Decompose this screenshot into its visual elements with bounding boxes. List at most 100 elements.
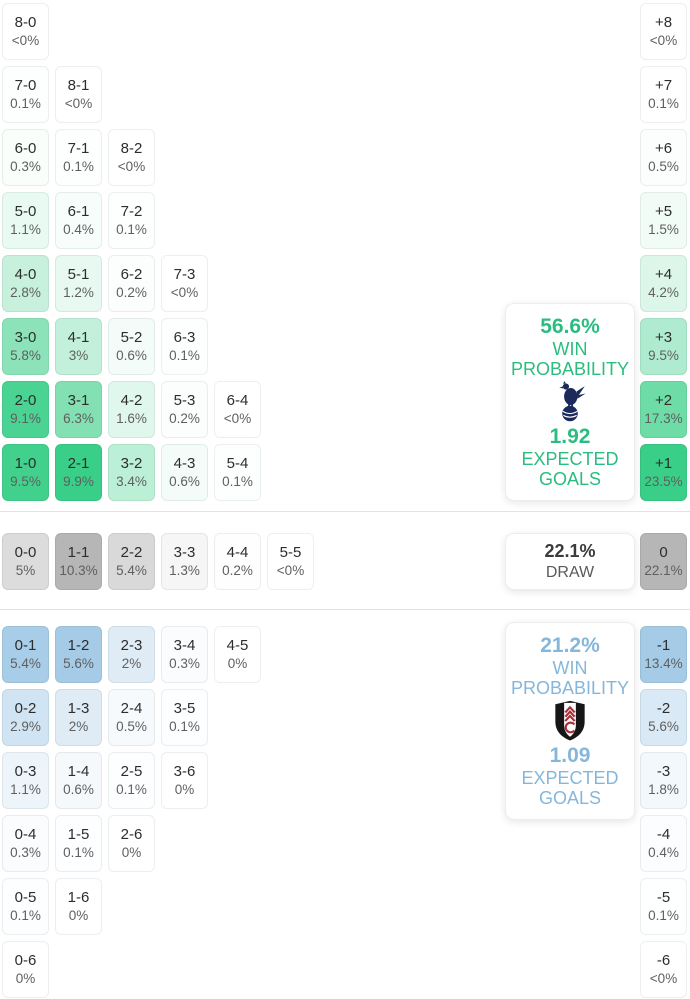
home-win-label-line1: WIN [552, 339, 588, 359]
cell-probability: 0.2% [169, 410, 200, 426]
goal-diff-cell-+4: +4 4.2% [640, 255, 687, 312]
cell-probability: 10.3% [59, 562, 98, 578]
cell-probability: 13.4% [644, 655, 683, 671]
cell-probability: 0.3% [169, 655, 200, 671]
cell-probability: 1.8% [648, 781, 679, 797]
cell-score: 4-0 [14, 265, 37, 283]
score-cell-6-4: 6-4 <0% [214, 381, 261, 438]
score-cell-4-1: 4-1 3% [55, 318, 102, 375]
cell-probability: 1.1% [10, 781, 41, 797]
cell-score: 5-3 [173, 391, 196, 409]
cell-probability: 0.1% [116, 221, 147, 237]
score-cell-7-3: 7-3 <0% [161, 255, 208, 312]
cell-probability: 0.4% [648, 844, 679, 860]
score-cell-1-2: 1-2 5.6% [55, 626, 102, 683]
cell-score: 2-0 [14, 391, 37, 409]
goal-diff-cell-+3: +3 9.5% [640, 318, 687, 375]
score-cell-2-6: 2-6 0% [108, 815, 155, 872]
cell-score: 6-0 [14, 139, 37, 157]
score-cell-5-1: 5-1 1.2% [55, 255, 102, 312]
fulham-crest-icon [555, 701, 585, 741]
cell-score: 3-6 [173, 762, 196, 780]
score-cell-6-2: 6-2 0.2% [108, 255, 155, 312]
cell-probability: 0.6% [169, 473, 200, 489]
cell-probability: 1.6% [116, 410, 147, 426]
cell-score: 2-4 [120, 699, 143, 717]
cell-score: 5-0 [14, 202, 37, 220]
cell-score: 0-5 [14, 888, 37, 906]
away-win-probability-label: WIN PROBABILITY [511, 658, 629, 698]
cell-score: 3-1 [67, 391, 90, 409]
goal-diff-cell-+2: +2 17.3% [640, 381, 687, 438]
score-cell-4-4: 4-4 0.2% [214, 533, 261, 590]
score-cell-3-0: 3-0 5.8% [2, 318, 49, 375]
score-cell-4-5: 4-5 0% [214, 626, 261, 683]
cell-score: 4-2 [120, 391, 143, 409]
score-cell-2-5: 2-5 0.1% [108, 752, 155, 809]
cell-score: 0 [659, 543, 668, 561]
goal-diff-cell--1: -1 13.4% [640, 626, 687, 683]
draw-label: DRAW [545, 564, 595, 582]
away-win-label-line2: PROBABILITY [510, 678, 630, 699]
home-win-probability-value: 56.6% [540, 315, 600, 338]
goal-diff-cell-+5: +5 1.5% [640, 192, 687, 249]
cell-score: 6-1 [67, 202, 90, 220]
score-cell-3-1: 3-1 6.3% [55, 381, 102, 438]
score-cell-0-3: 0-3 1.1% [2, 752, 49, 809]
cell-probability: 0.2% [222, 562, 253, 578]
cell-score: 2-1 [67, 454, 90, 472]
score-cell-7-1: 7-1 0.1% [55, 129, 102, 186]
cell-score: 0-2 [14, 699, 37, 717]
goal-diff-cell-0: 0 22.1% [640, 533, 687, 590]
cell-score: 3-0 [14, 328, 37, 346]
score-cell-1-0: 1-0 9.5% [2, 444, 49, 501]
cell-probability: <0% [649, 970, 678, 986]
cell-score: 5-1 [67, 265, 90, 283]
cell-probability: 5.4% [10, 655, 41, 671]
cell-score: +4 [654, 265, 673, 283]
cell-probability: 0.6% [116, 347, 147, 363]
score-cell-2-1: 2-1 9.9% [55, 444, 102, 501]
tottenham-crest-icon [559, 381, 586, 422]
cell-probability: 0.1% [169, 347, 200, 363]
cell-score: 2-3 [120, 636, 143, 654]
score-cell-2-4: 2-4 0.5% [108, 689, 155, 746]
cell-probability: <0% [11, 32, 40, 48]
cell-probability: 4.2% [648, 284, 679, 300]
section-divider [0, 609, 690, 610]
cell-score: 7-2 [120, 202, 143, 220]
cell-probability: 5.4% [116, 562, 147, 578]
goal-diff-cell--4: -4 0.4% [640, 815, 687, 872]
cell-probability: 2% [68, 718, 89, 734]
cell-score: 4-3 [173, 454, 196, 472]
score-cell-0-4: 0-4 0.3% [2, 815, 49, 872]
cell-score: 0-1 [14, 636, 37, 654]
home-win-summary-card: 56.6% WIN PROBABILITY 1.92 EXPECTED GOAL… [505, 303, 635, 501]
cell-score: -3 [656, 762, 671, 780]
score-cell-3-6: 3-6 0% [161, 752, 208, 809]
cell-score: 3-5 [173, 699, 196, 717]
cell-score: 3-4 [173, 636, 196, 654]
goal-diff-cell--5: -5 0.1% [640, 878, 687, 935]
cell-probability: 9.1% [10, 410, 41, 426]
cell-score: 1-0 [14, 454, 37, 472]
score-cell-3-5: 3-5 0.1% [161, 689, 208, 746]
cell-probability: 0.5% [116, 718, 147, 734]
away-expected-goals-value: 1.09 [549, 743, 591, 767]
away-xg-label-line2: GOALS [538, 787, 602, 808]
home-xg-label-line2: GOALS [538, 468, 602, 489]
score-cell-0-6: 0-6 0% [2, 941, 49, 998]
away-win-probability-value: 21.2% [540, 634, 600, 657]
cell-probability: 1.5% [648, 221, 679, 237]
score-cell-1-1: 1-1 10.3% [55, 533, 102, 590]
cell-score: 1-2 [67, 636, 90, 654]
cell-score: 2-2 [120, 543, 143, 561]
away-expected-goals-label: EXPECTED GOALS [521, 768, 618, 808]
cell-score: 5-4 [226, 454, 249, 472]
cell-score: 5-2 [120, 328, 143, 346]
cell-score: +7 [654, 76, 673, 94]
score-cell-3-3: 3-3 1.3% [161, 533, 208, 590]
goal-diff-cell-+8: +8 <0% [640, 3, 687, 60]
score-cell-1-3: 1-3 2% [55, 689, 102, 746]
score-cell-4-3: 4-3 0.6% [161, 444, 208, 501]
